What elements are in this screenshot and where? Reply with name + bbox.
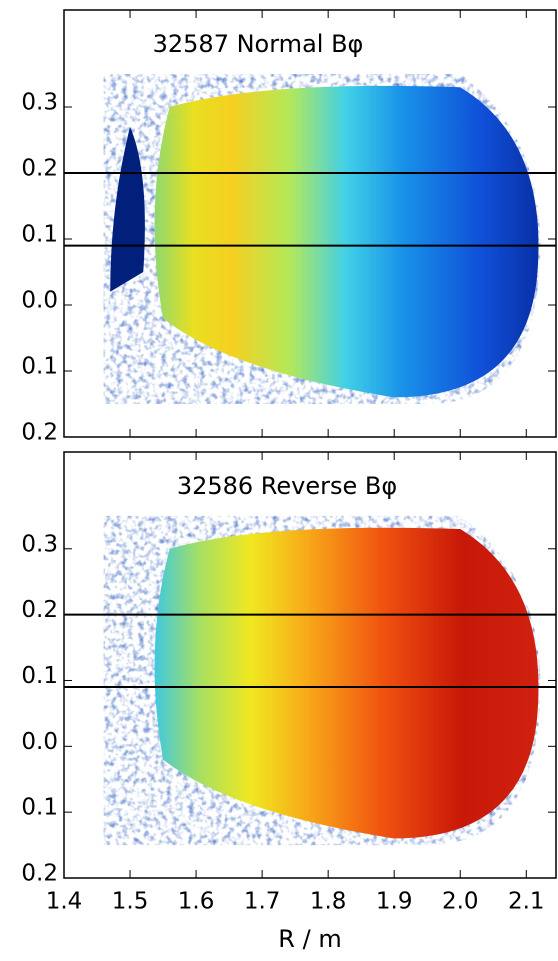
plot-frame bbox=[63, 451, 557, 879]
plot-frame bbox=[63, 9, 557, 438]
x-tick-label: 1.8 bbox=[310, 889, 347, 915]
y-tick-label: 0.1 bbox=[21, 354, 58, 380]
y-tick-label: 0.2 bbox=[21, 420, 58, 446]
x-tick-label: 1.6 bbox=[178, 889, 215, 915]
heatmap-strip bbox=[110, 126, 145, 292]
chart-title: 32587 Normal Bφ bbox=[153, 30, 364, 58]
y-tick-label: 0.1 bbox=[21, 663, 58, 689]
y-tick-label: 0.3 bbox=[21, 90, 58, 116]
x-tick-label: 1.4 bbox=[46, 889, 83, 915]
y-tick-label: 0.1 bbox=[21, 222, 58, 248]
x-tick-label: 1.7 bbox=[244, 889, 281, 915]
y-tick-label: 0.2 bbox=[21, 156, 58, 182]
chart-title: 32586 Reverse Bφ bbox=[177, 472, 397, 500]
panel: 0.2 0.1 0.0 0.1 0.2 0.3 32587 Normal Bφ bbox=[21, 9, 557, 446]
y-tick-label: 0.2 bbox=[21, 597, 58, 623]
y-tick-label: 0.0 bbox=[21, 288, 58, 314]
x-tick-label: 1.9 bbox=[376, 889, 413, 915]
heatmap bbox=[154, 85, 539, 398]
panel: 0.2 0.1 0.0 0.1 0.2 0.3 1.4 1.5 1.6 1.7 1.8 1.9 2.0 2… bbox=[21, 451, 557, 953]
y-tick-label: 0.2 bbox=[21, 861, 58, 887]
y-tick-label: 0.0 bbox=[21, 729, 58, 755]
heatmap bbox=[154, 527, 539, 839]
x-tick-label: 1.5 bbox=[112, 889, 149, 915]
y-tick-label: 0.3 bbox=[21, 531, 58, 557]
x-tick-label: 2.1 bbox=[508, 889, 545, 915]
y-tick-label: 0.1 bbox=[21, 795, 58, 821]
x-tick-label: 2.0 bbox=[442, 889, 479, 915]
x-axis-label: R / m bbox=[278, 925, 341, 953]
